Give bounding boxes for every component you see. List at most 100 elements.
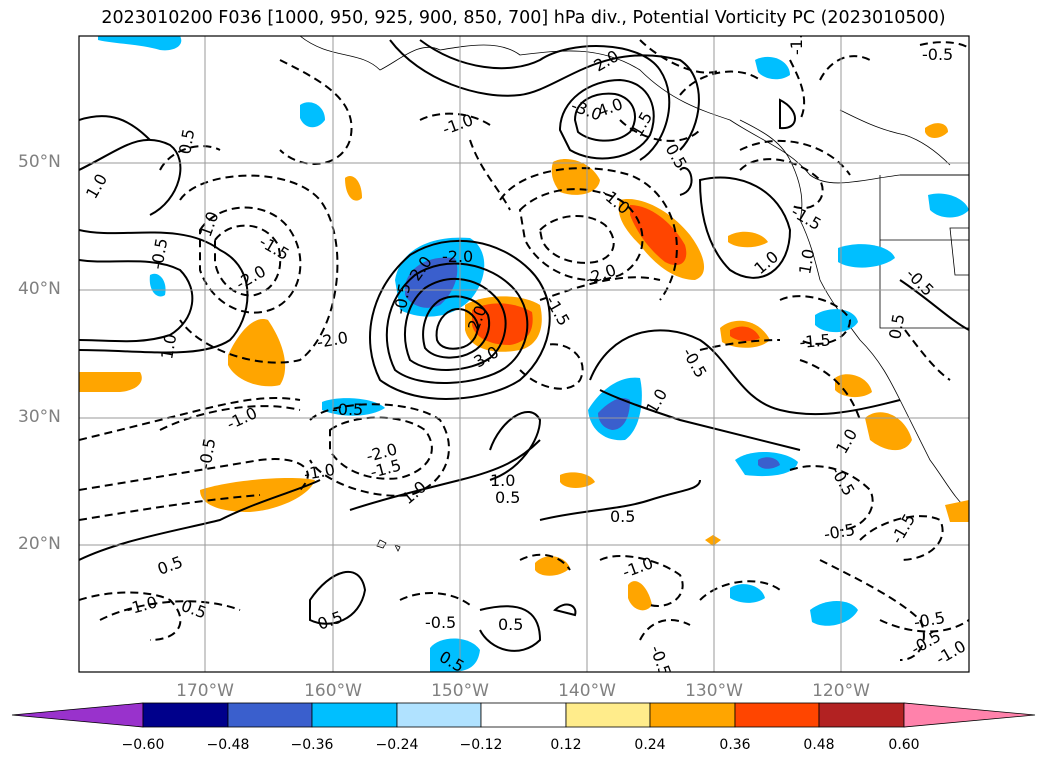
shade-blue-e3 (928, 193, 969, 218)
colorbar-extend-low (11, 702, 144, 728)
contour-label: -1.0 (620, 553, 656, 582)
shade-blue-dark-mid (598, 398, 630, 430)
contour-label: -2.0 (315, 328, 349, 352)
contour-label: 1.0 (398, 477, 430, 508)
shade-red-ne (630, 205, 687, 266)
map-title: 2023010200 F036 [1000, 950, 925, 900, 85… (101, 8, 946, 28)
shade-orange-s3 (560, 472, 595, 488)
colorbar-tick: −0.24 (375, 737, 419, 753)
contour-label: 1.5 (627, 108, 656, 140)
colorbar-segment (396, 702, 482, 728)
shade-blue-s-dark (758, 457, 780, 469)
colorbar-tick: 0.12 (550, 737, 582, 753)
lon-label-130w: 130°W (685, 681, 743, 701)
shade-blue-se2 (730, 584, 765, 603)
negative-contours (79, 39, 969, 661)
colorbar-extend-high (903, 702, 1036, 728)
lon-label-120w: 120°W (812, 681, 870, 701)
contour-label: 0.5 (885, 312, 908, 340)
contour-label: 1.0 (157, 332, 180, 360)
shade-orange-ne2 (925, 123, 948, 138)
colorbar-segment (480, 702, 567, 728)
contour-label: -0.5 (679, 345, 711, 382)
shading-layer (79, 36, 969, 672)
contour-label: -1.0 (787, 24, 806, 55)
lon-label-150w: 150°W (431, 681, 489, 701)
shade-blue-n3 (755, 56, 790, 80)
contour-label: -0.5 (922, 45, 953, 64)
contour-label: 1.0 (642, 385, 671, 417)
lat-label-30n: 30°N (18, 407, 61, 427)
shade-orange-n (551, 159, 600, 195)
colorbar-tick: −0.36 (290, 737, 334, 753)
shade-orange-w1 (228, 319, 286, 387)
contour-label: -1.0 (124, 592, 159, 618)
colorbar-segment (311, 702, 398, 728)
contour-label: -1.0 (302, 460, 336, 484)
contour-label: -0.5 (425, 613, 456, 632)
contour-label: 0.5 (610, 507, 635, 526)
shade-orange-sw (200, 478, 315, 512)
contour-label: -2.0 (442, 247, 473, 266)
colorbar-segment (734, 702, 820, 728)
contour-label: 1.0 (490, 471, 515, 490)
contour-label: 0.5 (179, 596, 209, 623)
shade-orange-n2 (345, 176, 362, 201)
shade-blue-n1 (300, 102, 325, 128)
contour-label: 2.0 (591, 46, 623, 75)
lon-label-160w: 160°W (304, 681, 362, 701)
contour-label: 1.0 (750, 247, 782, 278)
contour-label: -0.5 (195, 437, 219, 471)
shade-blue-bottom (430, 638, 480, 672)
colorbar-segment (818, 702, 905, 728)
lon-label-140w: 140°W (558, 681, 616, 701)
contour-labels: -1.5 -2.0 -2.0 2.0 -2.0 2.0 3.0 -0.5 -3.… (82, 24, 969, 679)
contour-label: 0.5 (315, 607, 345, 634)
colorbar-segment (565, 702, 651, 728)
colorbar-tick: −0.48 (206, 737, 250, 753)
lat-label-50n: 50°N (18, 152, 61, 172)
colorbar-tick: 0.36 (719, 737, 751, 753)
contour-label: 0.5 (495, 488, 520, 507)
contour-label: 1.0 (82, 170, 111, 202)
colorbar-tick: 0.24 (634, 737, 666, 753)
contour-label: -1.5 (256, 232, 293, 264)
contour-label: 1.0 (795, 247, 818, 275)
colorbar-tick: −0.60 (121, 737, 165, 753)
shade-blue-w (149, 273, 166, 297)
colorbar-tick: 0.48 (803, 737, 835, 753)
contour-label: -0.5 (822, 520, 856, 544)
colorbar-tick: 0.60 (888, 737, 920, 753)
contour-label: 0.5 (498, 615, 523, 634)
shade-orange-e2 (865, 412, 912, 451)
lat-label-40n: 40°N (18, 279, 61, 299)
shade-orange-e4 (728, 231, 768, 248)
contour-label: 0.5 (155, 552, 185, 579)
contour-label: -1.5 (887, 510, 919, 547)
shade-blue-e1 (838, 244, 895, 268)
contour-label: 1.0 (832, 425, 861, 457)
contour-label: -1.0 (224, 403, 260, 433)
colorbar-segment (227, 702, 313, 728)
contour-label: -2.0 (583, 260, 619, 289)
contour-label: -1.5 (788, 202, 825, 234)
lat-label-20n: 20°N (18, 534, 61, 554)
lon-label-170w: 170°W (176, 681, 234, 701)
contour-label: -1.5 (799, 330, 832, 352)
shade-orange-se (945, 500, 969, 522)
map-frame (78, 35, 970, 673)
shade-orange-s2 (628, 581, 652, 611)
colorbar-segment (142, 702, 229, 728)
graticule (79, 36, 969, 672)
contour-label: 0.5 (662, 141, 691, 173)
shade-blue-se (810, 601, 858, 626)
colorbar (11, 702, 1036, 728)
contour-label: 4.0 (595, 94, 625, 121)
colorbar-tick: −0.12 (459, 737, 503, 753)
shade-red-e1 (730, 326, 760, 342)
shade-orange-w2 (79, 372, 142, 392)
shade-yellow-s (705, 535, 721, 546)
shade-orange-s1 (535, 556, 570, 576)
contour-label: 0.5 (175, 127, 198, 155)
contour-label: -0.5 (646, 643, 675, 679)
